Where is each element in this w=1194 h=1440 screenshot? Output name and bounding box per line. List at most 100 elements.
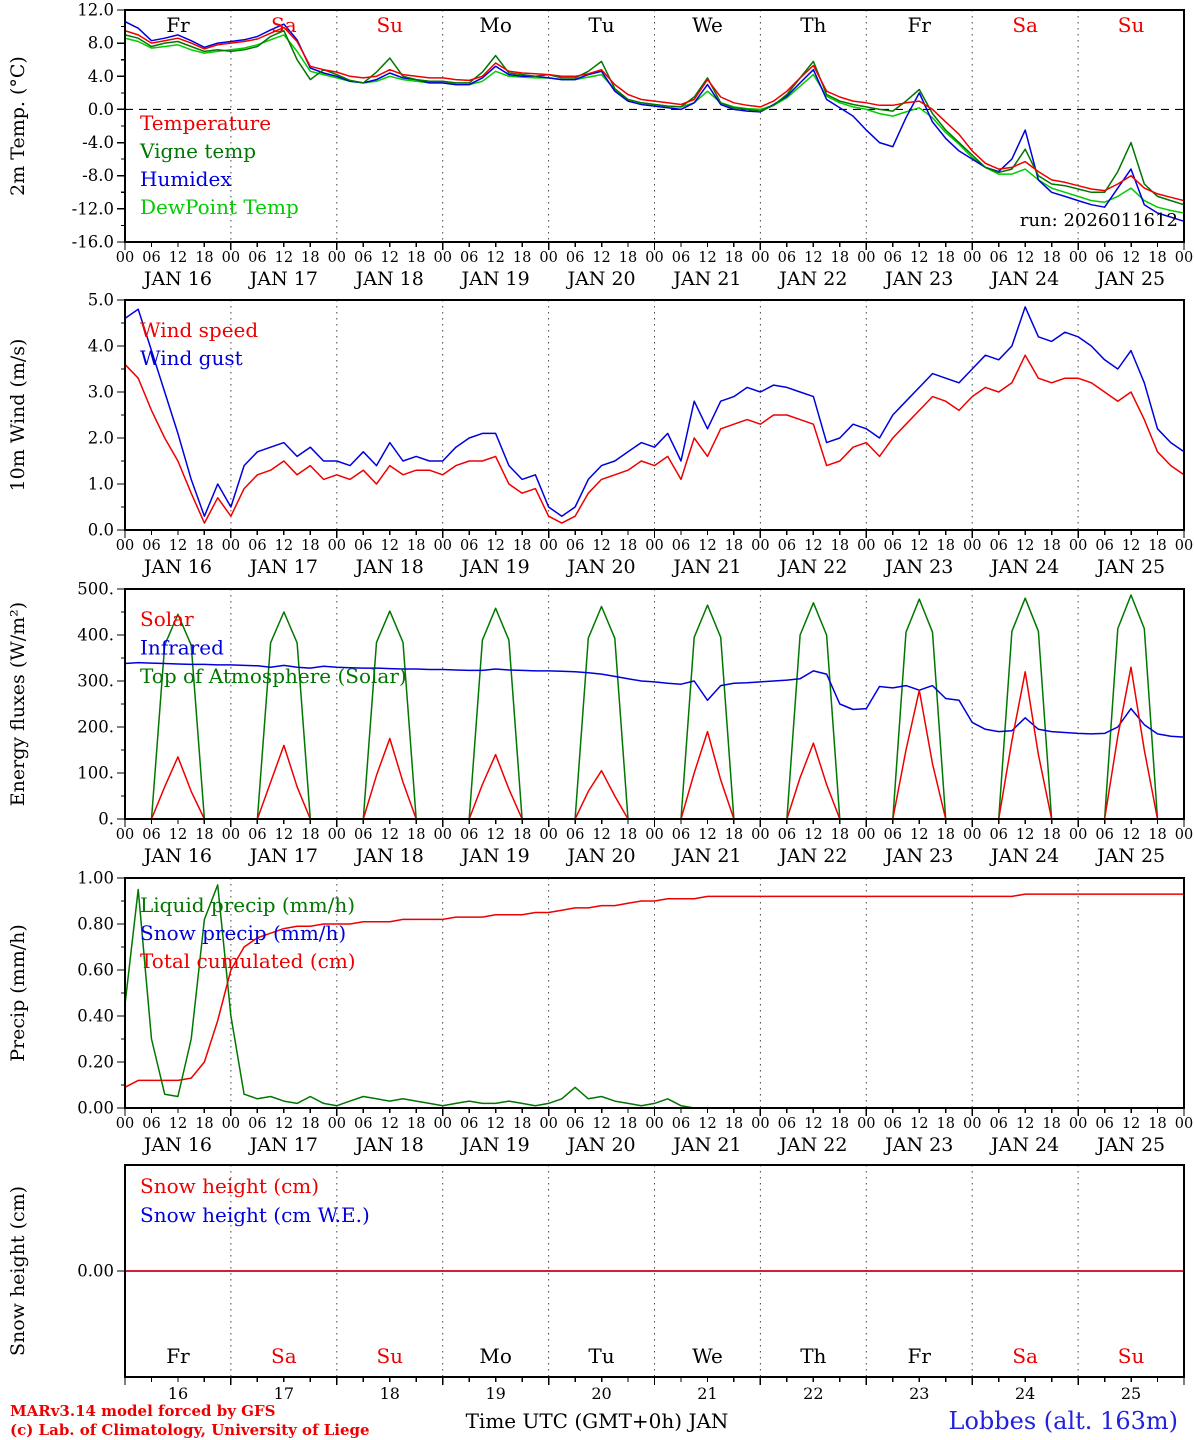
svg-text:18: 18 (1148, 250, 1166, 266)
svg-text:00: 00 (1069, 538, 1087, 554)
svg-text:18: 18 (831, 250, 849, 266)
svg-text:1.0: 1.0 (88, 475, 114, 494)
svg-text:Snow height (cm): Snow height (cm) (140, 1174, 319, 1198)
svg-text:18: 18 (513, 827, 531, 843)
svg-text:Snow precip (mm/h): Snow precip (mm/h) (140, 921, 346, 945)
svg-text:-8.0: -8.0 (82, 166, 114, 185)
svg-text:JAN 17: JAN 17 (248, 268, 318, 290)
svg-text:06: 06 (566, 538, 584, 554)
svg-text:06: 06 (778, 1116, 796, 1132)
svg-text:JAN 24: JAN 24 (989, 1134, 1059, 1156)
svg-text:18: 18 (619, 250, 637, 266)
svg-text:12: 12 (804, 827, 822, 843)
svg-text:JAN 22: JAN 22 (777, 556, 847, 578)
svg-text:06: 06 (989, 827, 1007, 843)
svg-text:8.0: 8.0 (88, 34, 114, 53)
svg-text:06: 06 (142, 250, 160, 266)
svg-text:JAN 25: JAN 25 (1095, 845, 1165, 867)
svg-text:00: 00 (328, 1116, 346, 1132)
svg-text:18: 18 (407, 1116, 425, 1132)
svg-text:Precip (mm/h): Precip (mm/h) (7, 924, 29, 1062)
svg-text:00: 00 (857, 250, 875, 266)
svg-text:JAN 21: JAN 21 (671, 845, 741, 867)
svg-text:00: 00 (222, 1116, 240, 1132)
svg-text:06: 06 (884, 827, 902, 843)
svg-text:18: 18 (1042, 538, 1060, 554)
svg-text:JAN 19: JAN 19 (460, 845, 530, 867)
model-credit-line2: (c) Lab. of Climatology, University of L… (10, 1420, 370, 1439)
svg-text:00: 00 (1175, 1116, 1193, 1132)
svg-text:Snow height (cm W.E.): Snow height (cm W.E.) (140, 1203, 370, 1227)
svg-text:JAN 17: JAN 17 (248, 556, 318, 578)
svg-text:18: 18 (725, 538, 743, 554)
svg-text:00: 00 (645, 827, 663, 843)
svg-text:12: 12 (592, 250, 610, 266)
svg-text:18: 18 (301, 1116, 319, 1132)
svg-text:12: 12 (169, 1116, 187, 1132)
svg-text:JAN 16: JAN 16 (142, 845, 212, 867)
svg-text:10m Wind (m/s): 10m Wind (m/s) (7, 339, 29, 492)
svg-text:12: 12 (1122, 538, 1140, 554)
svg-text:18: 18 (380, 1384, 400, 1401)
svg-text:JAN 21: JAN 21 (671, 268, 741, 290)
time-axis-title: Time UTC (GMT+0h) JAN (465, 1408, 729, 1433)
svg-text:20: 20 (591, 1384, 611, 1401)
svg-text:12: 12 (275, 538, 293, 554)
svg-text:JAN 17: JAN 17 (248, 1134, 318, 1156)
svg-text:06: 06 (1095, 250, 1113, 266)
svg-text:12: 12 (804, 1116, 822, 1132)
svg-text:12: 12 (698, 250, 716, 266)
svg-text:0.40: 0.40 (77, 1007, 114, 1026)
svg-text:12: 12 (275, 1116, 293, 1132)
svg-text:JAN 22: JAN 22 (777, 1134, 847, 1156)
svg-text:12: 12 (486, 1116, 504, 1132)
svg-text:JAN 16: JAN 16 (142, 1134, 212, 1156)
svg-text:JAN 19: JAN 19 (460, 1134, 530, 1156)
svg-text:Wind speed: Wind speed (140, 318, 258, 342)
svg-text:00: 00 (1069, 1116, 1087, 1132)
svg-text:06: 06 (778, 250, 796, 266)
svg-text:06: 06 (354, 250, 372, 266)
svg-text:18: 18 (301, 538, 319, 554)
svg-text:-4.0: -4.0 (82, 133, 114, 152)
svg-text:12: 12 (1016, 1116, 1034, 1132)
svg-text:18: 18 (936, 827, 954, 843)
svg-text:Sa: Sa (1012, 13, 1038, 37)
svg-text:00: 00 (857, 827, 875, 843)
svg-text:06: 06 (989, 250, 1007, 266)
svg-text:18: 18 (725, 827, 743, 843)
svg-text:00: 00 (433, 827, 451, 843)
svg-text:Fr: Fr (166, 13, 190, 37)
svg-text:06: 06 (142, 538, 160, 554)
svg-text:JAN 18: JAN 18 (354, 556, 424, 578)
svg-text:-16.0: -16.0 (72, 233, 114, 252)
svg-text:18: 18 (1042, 1116, 1060, 1132)
svg-text:We: We (692, 13, 723, 37)
footer: MARv3.14 model forced by GFS (c) Lab. of… (0, 1401, 1194, 1440)
svg-text:JAN 23: JAN 23 (883, 556, 953, 578)
svg-text:Tu: Tu (588, 13, 614, 37)
svg-text:Liquid precip (mm/h): Liquid precip (mm/h) (140, 893, 355, 917)
svg-text:200.: 200. (77, 718, 114, 737)
svg-text:Wind gust: Wind gust (140, 346, 243, 370)
svg-text:06: 06 (142, 827, 160, 843)
svg-text:Vigne temp: Vigne temp (139, 139, 256, 163)
svg-text:00: 00 (116, 1116, 134, 1132)
svg-text:0.00: 0.00 (77, 1099, 114, 1118)
svg-text:18: 18 (831, 827, 849, 843)
svg-text:JAN 24: JAN 24 (989, 268, 1059, 290)
svg-text:18: 18 (513, 1116, 531, 1132)
svg-text:12: 12 (381, 538, 399, 554)
svg-text:18: 18 (936, 538, 954, 554)
svg-text:Sa: Sa (271, 13, 297, 37)
svg-text:06: 06 (460, 250, 478, 266)
svg-text:18: 18 (1042, 827, 1060, 843)
svg-text:18: 18 (619, 1116, 637, 1132)
svg-text:Top of Atmosphere (Solar): Top of Atmosphere (Solar) (140, 664, 407, 688)
svg-text:12: 12 (698, 827, 716, 843)
svg-text:00: 00 (539, 827, 557, 843)
svg-text:06: 06 (460, 538, 478, 554)
svg-text:Sa: Sa (1012, 1344, 1038, 1368)
svg-text:00: 00 (751, 538, 769, 554)
svg-text:25: 25 (1121, 1384, 1141, 1401)
